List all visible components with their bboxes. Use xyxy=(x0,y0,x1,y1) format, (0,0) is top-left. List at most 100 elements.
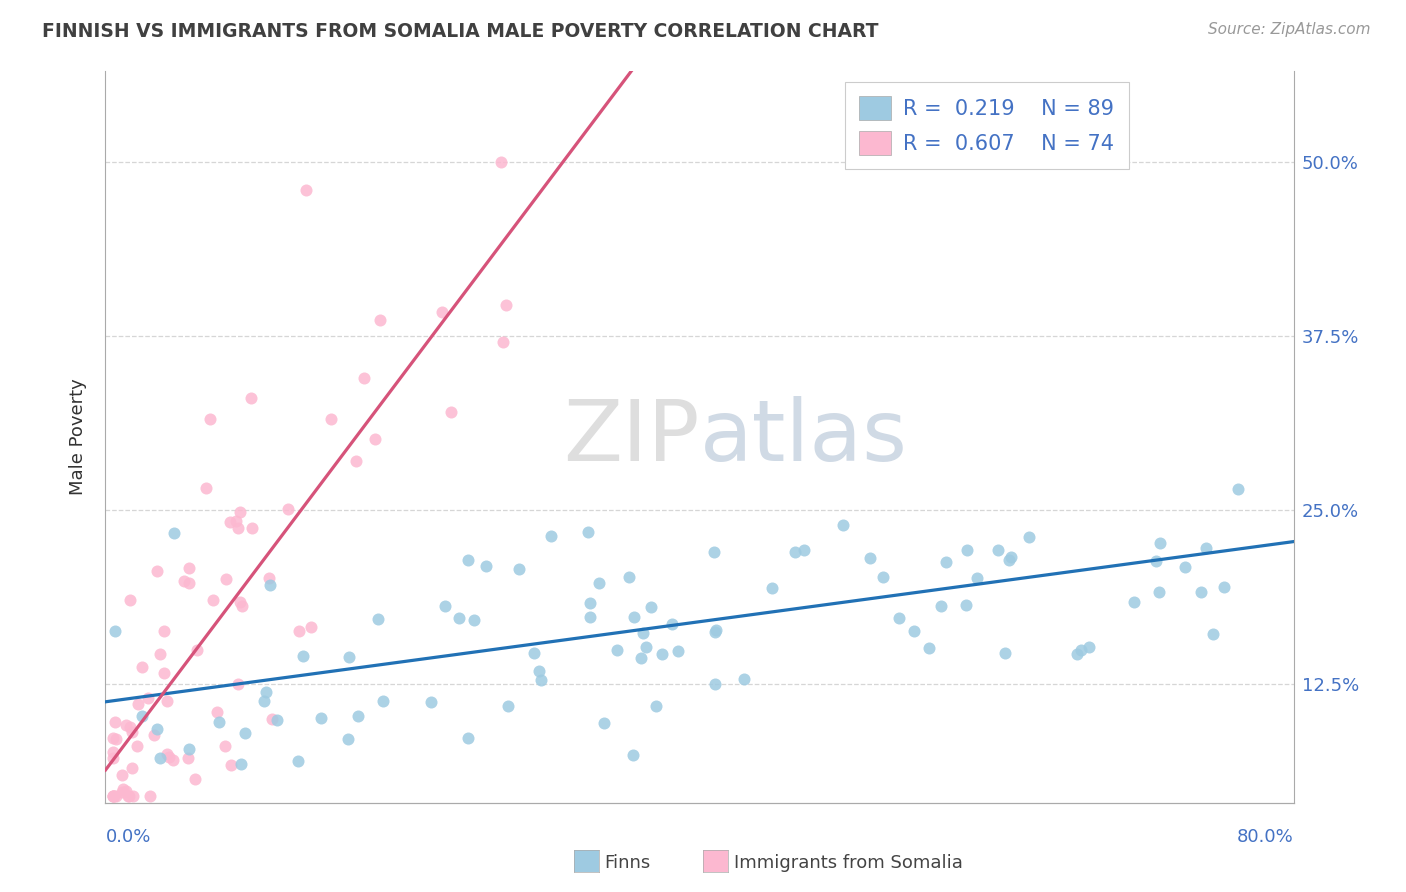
Point xyxy=(344,454,367,468)
Point xyxy=(184,772,207,787)
Point xyxy=(118,593,141,607)
Point xyxy=(347,709,370,723)
Point xyxy=(101,789,124,803)
Point xyxy=(530,673,553,687)
Point xyxy=(231,599,253,614)
Point xyxy=(1227,482,1250,496)
Point xyxy=(621,748,644,763)
Point xyxy=(131,709,153,723)
Point xyxy=(935,555,957,569)
Point xyxy=(125,739,148,753)
Point xyxy=(661,617,683,632)
Point xyxy=(146,723,169,737)
Point xyxy=(195,481,218,495)
Point xyxy=(208,714,231,729)
Point xyxy=(496,698,519,713)
Point xyxy=(240,391,263,405)
Point xyxy=(105,789,128,803)
Point xyxy=(257,571,280,585)
Point xyxy=(336,732,359,747)
Point xyxy=(101,750,124,764)
Point xyxy=(1123,595,1146,609)
Point xyxy=(592,716,614,731)
Point xyxy=(364,432,387,446)
Point xyxy=(156,694,179,708)
Point xyxy=(299,620,322,634)
Text: Immigrants from Somalia: Immigrants from Somalia xyxy=(734,854,963,871)
Point xyxy=(173,574,195,589)
Point xyxy=(186,643,208,657)
Point xyxy=(761,581,783,595)
Point xyxy=(1212,580,1234,594)
Point xyxy=(139,789,162,803)
Point xyxy=(163,526,186,541)
Point xyxy=(433,599,456,614)
Point xyxy=(368,313,391,327)
Point xyxy=(101,789,124,803)
Point xyxy=(492,334,515,349)
Point xyxy=(457,553,479,567)
Point xyxy=(651,647,673,661)
Point xyxy=(793,542,815,557)
Point xyxy=(1000,549,1022,564)
Point xyxy=(463,613,485,627)
Point xyxy=(1195,541,1218,555)
Text: Source: ZipAtlas.com: Source: ZipAtlas.com xyxy=(1208,22,1371,37)
Point xyxy=(858,551,880,566)
Point xyxy=(1189,585,1212,599)
Point xyxy=(253,694,276,708)
Point xyxy=(153,666,176,681)
Text: Finns: Finns xyxy=(605,854,651,871)
Point xyxy=(1201,627,1223,641)
Point xyxy=(447,610,470,624)
Point xyxy=(1174,560,1197,574)
Point xyxy=(1144,554,1167,568)
Point xyxy=(903,624,925,639)
Point xyxy=(121,761,143,775)
Point xyxy=(475,559,498,574)
Point xyxy=(205,705,228,719)
Point xyxy=(136,690,159,705)
Point xyxy=(319,412,342,426)
Point xyxy=(131,660,153,674)
Point xyxy=(640,599,662,614)
Point xyxy=(966,571,988,585)
Point xyxy=(117,789,139,803)
Point xyxy=(1018,530,1040,544)
Point xyxy=(887,610,910,624)
Point xyxy=(120,720,142,734)
Point xyxy=(111,768,134,782)
Point xyxy=(233,725,256,739)
Point xyxy=(606,643,628,657)
Point xyxy=(177,742,200,756)
Point xyxy=(118,789,141,803)
Text: 80.0%: 80.0% xyxy=(1237,828,1294,846)
Point xyxy=(225,514,247,528)
Point xyxy=(832,518,855,533)
Point xyxy=(579,610,602,624)
Point xyxy=(104,732,127,747)
Point xyxy=(153,624,176,638)
Point xyxy=(146,564,169,578)
Point xyxy=(226,521,249,535)
Point xyxy=(1066,647,1088,661)
Point xyxy=(623,610,645,624)
Point xyxy=(579,596,602,610)
Point xyxy=(149,647,172,661)
Text: FINNISH VS IMMIGRANTS FROM SOMALIA MALE POVERTY CORRELATION CHART: FINNISH VS IMMIGRANTS FROM SOMALIA MALE … xyxy=(42,22,879,41)
Point xyxy=(201,593,224,607)
Point xyxy=(177,575,200,590)
Point xyxy=(287,754,309,768)
Point xyxy=(844,148,866,162)
Point xyxy=(353,370,375,384)
Point xyxy=(733,673,755,687)
Point xyxy=(457,731,479,745)
Point xyxy=(254,685,277,699)
Point xyxy=(226,676,249,690)
Point xyxy=(156,747,179,761)
Point xyxy=(198,411,221,425)
Point xyxy=(143,728,166,742)
Point xyxy=(783,544,806,558)
Point xyxy=(588,576,610,591)
Point xyxy=(162,753,184,767)
